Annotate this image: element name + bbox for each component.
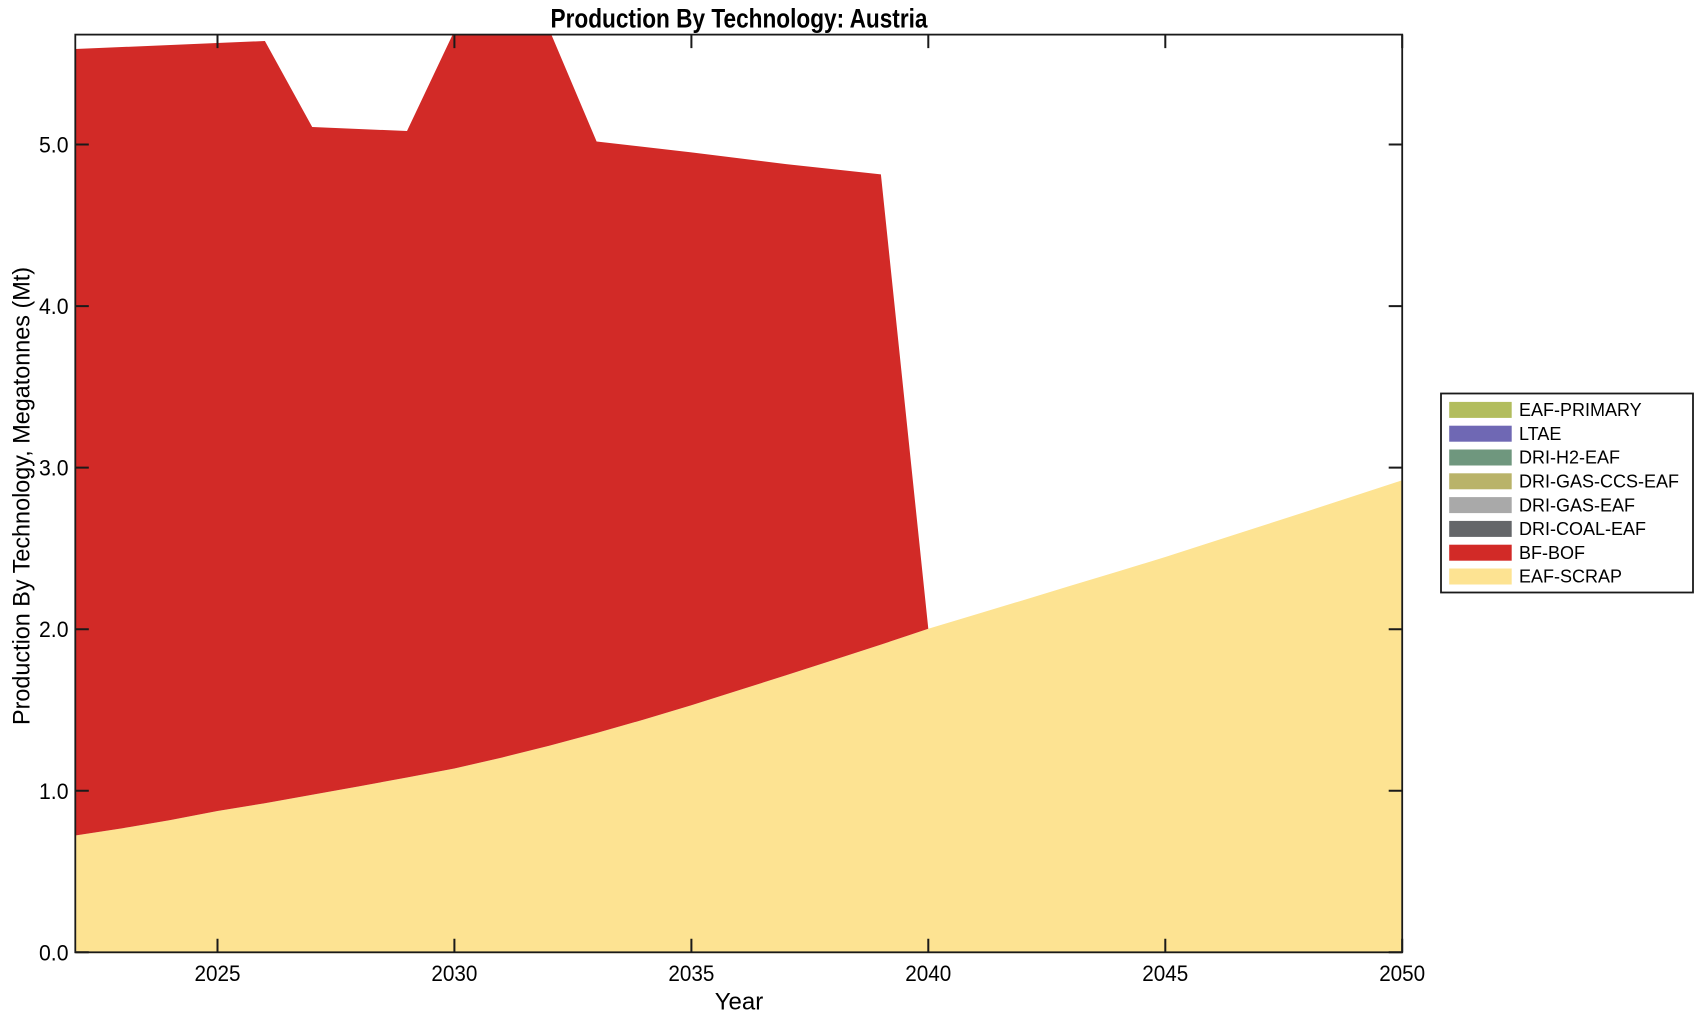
svg-text:2030: 2030: [431, 961, 477, 986]
svg-text:0.0: 0.0: [39, 940, 69, 965]
svg-text:LTAE: LTAE: [1519, 424, 1561, 444]
svg-text:BF-BOF: BF-BOF: [1519, 543, 1585, 563]
svg-text:4.0: 4.0: [39, 294, 69, 319]
svg-text:Production By Technology, Mega: Production By Technology, Megatonnes (Mt…: [9, 267, 36, 725]
svg-text:2045: 2045: [1142, 961, 1188, 986]
svg-text:Production By Technology: Aust: Production By Technology: Austria: [551, 4, 929, 34]
svg-text:5.0: 5.0: [39, 133, 69, 158]
svg-text:2025: 2025: [195, 961, 241, 986]
svg-text:DRI-COAL-EAF: DRI-COAL-EAF: [1519, 519, 1646, 539]
svg-text:3.0: 3.0: [39, 456, 69, 481]
svg-text:2035: 2035: [668, 961, 714, 986]
svg-text:2050: 2050: [1379, 961, 1425, 986]
svg-text:Year: Year: [715, 988, 764, 1015]
svg-text:2.0: 2.0: [39, 617, 69, 642]
svg-text:EAF-PRIMARY: EAF-PRIMARY: [1519, 400, 1642, 420]
svg-text:1.0: 1.0: [39, 779, 69, 804]
svg-text:DRI-GAS-CCS-EAF: DRI-GAS-CCS-EAF: [1519, 472, 1679, 492]
svg-text:DRI-GAS-EAF: DRI-GAS-EAF: [1519, 495, 1635, 515]
svg-text:2040: 2040: [905, 961, 951, 986]
svg-text:EAF-SCRAP: EAF-SCRAP: [1519, 567, 1622, 587]
svg-text:DRI-H2-EAF: DRI-H2-EAF: [1519, 448, 1620, 468]
